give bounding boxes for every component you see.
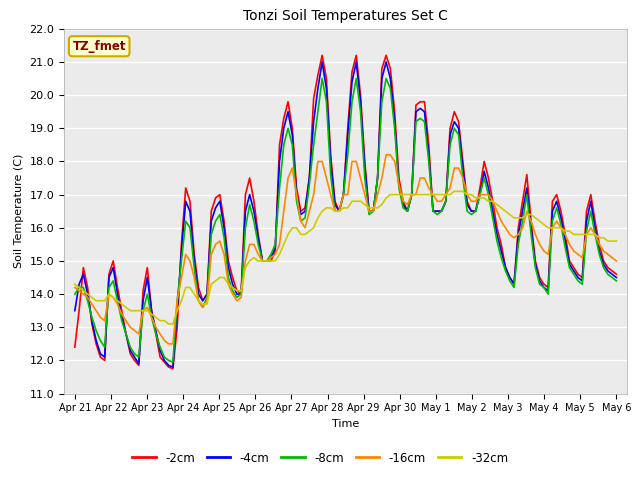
- -16cm: [207, 252, 215, 257]
- -4cm: [318, 59, 326, 65]
- -8cm: [276, 185, 284, 191]
- -16cm: [544, 252, 552, 257]
- -32cm: [207, 281, 215, 287]
- -8cm: [207, 231, 215, 237]
- Line: -8cm: -8cm: [75, 79, 616, 362]
- Legend: -2cm, -4cm, -8cm, -16cm, -32cm: -2cm, -4cm, -8cm, -16cm, -32cm: [127, 447, 513, 469]
- -4cm: [361, 165, 369, 171]
- Line: -16cm: -16cm: [75, 155, 616, 344]
- X-axis label: Time: Time: [332, 419, 359, 429]
- -8cm: [544, 291, 552, 297]
- -8cm: [612, 278, 620, 284]
- -2cm: [544, 285, 552, 290]
- -32cm: [451, 189, 458, 194]
- -32cm: [165, 321, 173, 327]
- -16cm: [612, 258, 620, 264]
- Text: TZ_fmet: TZ_fmet: [72, 40, 126, 53]
- -2cm: [276, 142, 284, 148]
- -16cm: [165, 341, 173, 347]
- -4cm: [71, 308, 79, 313]
- -16cm: [382, 152, 390, 158]
- -16cm: [276, 241, 284, 247]
- -32cm: [544, 225, 552, 231]
- -32cm: [356, 198, 364, 204]
- -2cm: [595, 241, 603, 247]
- Line: -4cm: -4cm: [75, 62, 616, 367]
- -4cm: [276, 158, 284, 164]
- -4cm: [169, 364, 177, 370]
- -32cm: [71, 281, 79, 287]
- -2cm: [207, 208, 215, 214]
- -32cm: [276, 252, 284, 257]
- -8cm: [297, 218, 305, 224]
- -16cm: [71, 285, 79, 290]
- Y-axis label: Soil Temperature (C): Soil Temperature (C): [14, 154, 24, 268]
- -2cm: [612, 271, 620, 277]
- -16cm: [297, 218, 305, 224]
- -32cm: [612, 238, 620, 244]
- -8cm: [361, 175, 369, 181]
- -4cm: [544, 288, 552, 294]
- -4cm: [595, 248, 603, 254]
- Line: -2cm: -2cm: [75, 55, 616, 369]
- -2cm: [297, 208, 305, 214]
- -8cm: [318, 76, 326, 82]
- -2cm: [361, 158, 369, 164]
- Title: Tonzi Soil Temperatures Set C: Tonzi Soil Temperatures Set C: [243, 10, 448, 24]
- -16cm: [356, 175, 364, 181]
- -4cm: [612, 275, 620, 280]
- -4cm: [297, 212, 305, 217]
- -8cm: [169, 359, 177, 365]
- -8cm: [595, 252, 603, 257]
- -16cm: [595, 241, 603, 247]
- -2cm: [169, 366, 177, 372]
- -2cm: [318, 52, 326, 58]
- -2cm: [71, 344, 79, 350]
- -32cm: [297, 231, 305, 237]
- -8cm: [71, 291, 79, 297]
- Line: -32cm: -32cm: [75, 192, 616, 324]
- -32cm: [595, 235, 603, 240]
- -4cm: [207, 218, 215, 224]
